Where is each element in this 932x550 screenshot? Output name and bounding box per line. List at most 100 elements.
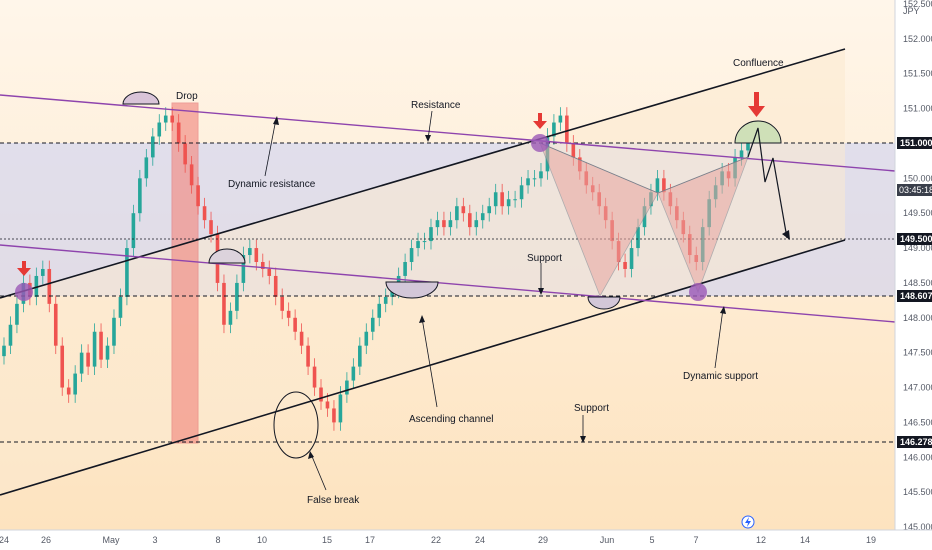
confluence-label: Confluence <box>733 58 784 69</box>
dynamic-support-label: Dynamic support <box>683 371 758 382</box>
drop-label: Drop <box>176 91 198 102</box>
dynamic-resistance-pointer <box>264 118 277 177</box>
candle-bull <box>526 178 530 186</box>
candle-bull <box>228 310 233 325</box>
candle-bull <box>513 199 517 201</box>
red-arrow-left <box>17 261 31 276</box>
candle-bull <box>532 178 537 180</box>
badge-146278: 146.278 <box>897 436 932 448</box>
candle-bull <box>429 227 433 242</box>
touch-circle-bottom <box>689 283 707 301</box>
candle-bear <box>196 185 200 207</box>
candle-bear <box>86 352 90 367</box>
price-tick-label: 147.000 <box>903 383 932 393</box>
candle-bear <box>442 220 446 228</box>
candle-bull <box>739 150 744 158</box>
time-tick-label: 7 <box>693 535 698 545</box>
candle-bull <box>144 157 149 179</box>
candle-bull <box>151 136 155 158</box>
price-tick-label: 150.000 <box>903 173 932 183</box>
top-semicircle-2 <box>208 248 246 264</box>
candle-bear <box>306 345 310 367</box>
candle-bull <box>131 213 136 249</box>
candle-bull <box>403 262 407 276</box>
time-tick-label: 17 <box>365 535 375 545</box>
candle-bull <box>435 220 440 228</box>
channel-pointer-head <box>419 315 425 323</box>
candle-bear <box>47 268 52 304</box>
price-tick-label: 152.000 <box>903 34 932 44</box>
candle-bull <box>558 115 563 123</box>
candle-bull <box>655 178 660 193</box>
resistance-pointer-head <box>425 135 431 142</box>
candle-bear <box>623 262 627 269</box>
bottom-semicircle-1 <box>385 281 439 299</box>
candle-bull <box>345 380 349 395</box>
ascending-channel-label: Ascending channel <box>409 414 494 425</box>
badge-1495: 149.500 <box>897 233 932 245</box>
candle-bear <box>293 317 297 332</box>
candle-bear <box>325 401 330 409</box>
candle-bull <box>487 206 492 214</box>
candle-bull <box>34 275 39 297</box>
support-low-label: Support <box>574 403 609 414</box>
channel-pointer <box>421 317 438 408</box>
candle-bull <box>118 296 123 318</box>
touch-circle-left <box>15 283 33 301</box>
price-axis-background <box>895 0 932 550</box>
candle-bear <box>273 275 278 297</box>
candle-bull <box>248 248 252 256</box>
candle-bear <box>53 303 58 346</box>
candle-bull <box>163 115 168 123</box>
time-tick-label: Jun <box>600 535 615 545</box>
candle-bear <box>565 115 569 144</box>
time-tick-label: 15 <box>322 535 332 545</box>
candle-bull <box>552 122 556 137</box>
touch-circle-top <box>531 134 549 152</box>
candle-bull <box>73 373 77 395</box>
candle-bear <box>662 178 666 193</box>
candle-bear <box>222 282 226 325</box>
price-tick-label: 152.500 <box>903 0 932 9</box>
time-tick-label: 24 <box>475 535 485 545</box>
price-tick-label: 151.500 <box>903 69 932 79</box>
candle-bear <box>60 345 65 388</box>
projection-path <box>747 127 788 239</box>
candle-bear <box>461 206 466 214</box>
candle-bull <box>92 331 97 367</box>
support-mid-label: Support <box>527 253 562 264</box>
candle-bull <box>112 317 116 346</box>
red-arrow-right <box>748 92 765 117</box>
price-tick-label: 149.000 <box>903 243 932 253</box>
time-tick-label: 3 <box>152 535 157 545</box>
time-tick-label: 8 <box>215 535 220 545</box>
false-break-label: False break <box>307 495 360 506</box>
candle-bull <box>506 199 511 207</box>
badge-countdown: 03:45:18 <box>897 184 932 196</box>
price-tick-label: 148.500 <box>903 278 932 288</box>
candle-bull <box>41 268 45 276</box>
candle-bull <box>235 282 239 311</box>
candle-bear <box>571 143 576 158</box>
lightning-icon[interactable] <box>741 515 755 529</box>
time-tick-label: 24 <box>0 535 9 545</box>
time-tick-label: 14 <box>800 535 810 545</box>
time-axis-background <box>0 530 932 550</box>
candle-bear <box>299 331 304 346</box>
time-tick-label: 10 <box>257 535 267 545</box>
time-axis-ticks: 24 26 May 3 8 10 15 17 22 24 29 Jun 5 7 12 14 19 <box>0 535 876 545</box>
candle-bull <box>377 303 382 318</box>
candle-bull <box>364 331 369 346</box>
candle-bear <box>189 164 194 186</box>
candle-bull <box>2 345 6 357</box>
support-mid-pointer-head <box>538 288 544 295</box>
candle-bull <box>480 213 485 221</box>
candle-bear <box>99 331 103 360</box>
svg-text:03:45:18: 03:45:18 <box>899 185 932 195</box>
resistance-label: Resistance <box>411 100 461 111</box>
candle-bear <box>170 115 175 123</box>
price-tick-label: 145.000 <box>903 522 932 532</box>
candle-bear <box>183 143 187 165</box>
red-arrow-middle <box>533 113 547 129</box>
